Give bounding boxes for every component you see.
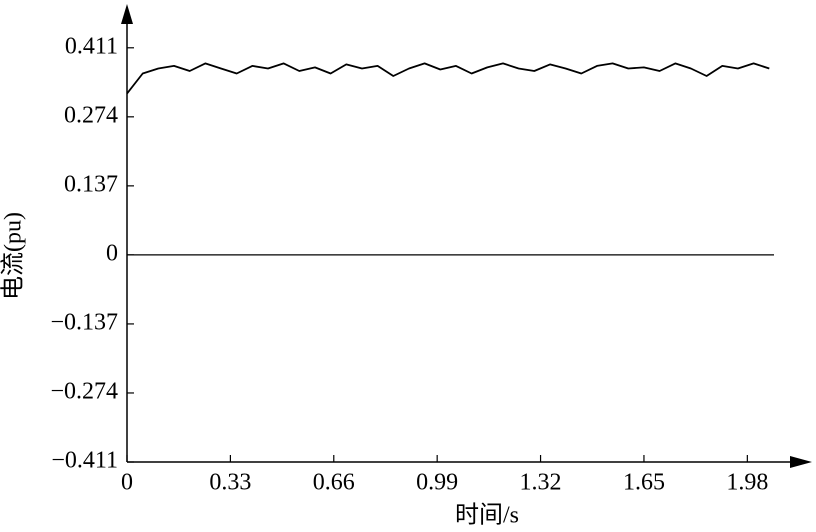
x-tick-label: 1.32 bbox=[520, 470, 562, 496]
data-line bbox=[126, 62, 770, 95]
y-axis-label: 电流(pu) bbox=[0, 212, 27, 300]
x-tick-label: 0.66 bbox=[313, 470, 355, 496]
x-tick-label: 1.65 bbox=[623, 470, 665, 496]
y-axis-arrow bbox=[121, 4, 133, 24]
x-tick-label: 1.98 bbox=[726, 470, 768, 496]
x-axis-label: 时间/s bbox=[455, 502, 519, 529]
y-tick-label: 0.137 bbox=[64, 171, 118, 197]
x-tick-label: 0 bbox=[121, 470, 133, 496]
y-tick-label: 0.274 bbox=[64, 102, 118, 128]
x-axis-arrow bbox=[790, 456, 812, 468]
x-tick-label: 0.33 bbox=[209, 470, 251, 496]
y-tick-label: 0 bbox=[106, 240, 118, 266]
x-tick-label: 0.99 bbox=[416, 470, 458, 496]
y-tick-label: −0.274 bbox=[50, 378, 118, 404]
y-tick-label: −0.411 bbox=[51, 448, 118, 474]
y-tick-label: −0.137 bbox=[50, 309, 118, 335]
y-tick-label: 0.411 bbox=[65, 33, 118, 59]
